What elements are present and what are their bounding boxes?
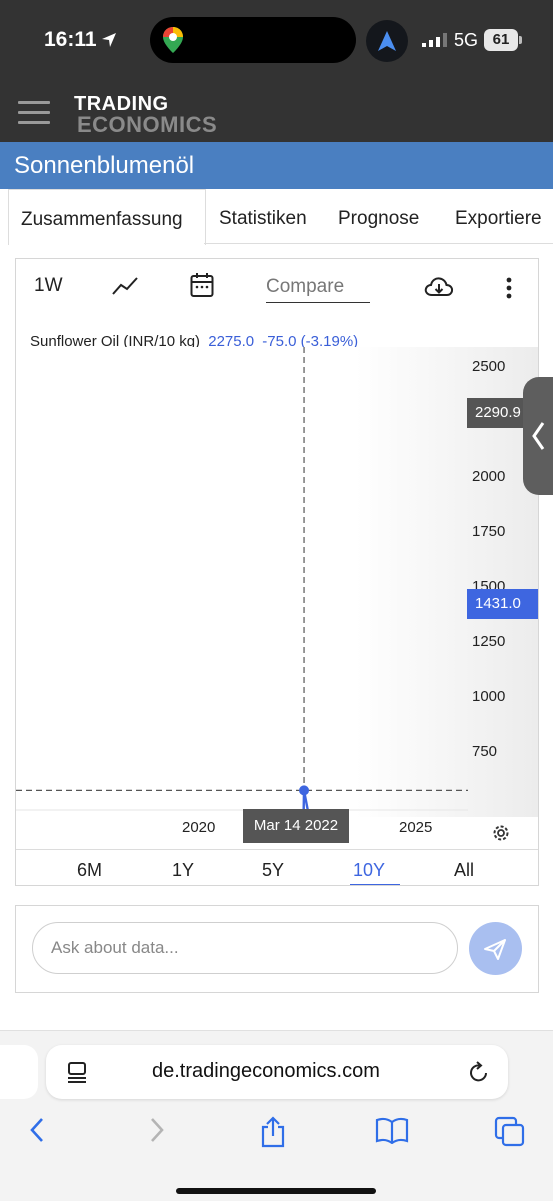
battery-icon: 61 <box>484 29 518 51</box>
crosshair-date-label: Mar 14 2022 <box>243 809 349 843</box>
url-text: de.tradingeconomics.com <box>152 1060 380 1082</box>
y-tick-750: 750 <box>472 743 498 760</box>
logo-economics[interactable]: ECONOMICS <box>77 112 218 137</box>
y-tick-1000: 1000 <box>472 688 506 705</box>
signal-icon <box>422 33 447 47</box>
page-title: Sonnenblumenöl <box>14 152 195 179</box>
tab-statistiken[interactable]: Statistiken <box>219 208 307 229</box>
tabs-icon[interactable] <box>494 1116 526 1148</box>
ask-input[interactable]: Ask about data... <box>32 922 458 974</box>
series-name: Sunflower Oil (INR/10 kg) <box>30 333 201 350</box>
more-options-icon[interactable] <box>506 277 512 299</box>
reload-icon[interactable] <box>468 1060 490 1084</box>
clock: 16:11 <box>44 28 97 51</box>
tabs-divider <box>204 243 553 244</box>
previous-tab-preview[interactable] <box>0 1045 38 1099</box>
menu-icon[interactable] <box>18 101 50 125</box>
side-panel-handle[interactable] <box>523 377 553 495</box>
tab-zusammenfassung[interactable]: Zusammenfassung <box>8 189 206 245</box>
ask-panel: Ask about data... <box>15 905 539 993</box>
crosshair-marker <box>299 785 310 796</box>
range-active-underline <box>350 884 400 885</box>
chevron-left-icon <box>532 422 545 450</box>
title-bar: Sonnenblumenöl <box>0 142 553 189</box>
x-tick-2020: 2020 <box>182 819 216 836</box>
chart-legend: Sunflower Oil (INR/10 kg) 2275.0 -75.0 (… <box>30 333 358 350</box>
maps-pin-icon <box>163 27 183 53</box>
y-tick-1250: 1250 <box>472 633 506 650</box>
tab-exportiere[interactable]: Exportiere <box>455 208 542 229</box>
y-tick-2500: 2500 <box>472 358 506 375</box>
app-header: TRADING ECONOMICS <box>0 80 553 142</box>
address-bar[interactable]: de.tradingeconomics.com <box>46 1045 508 1099</box>
range-selector: 6M 1Y 5Y 10Y All <box>16 849 538 885</box>
x-tick-2025: 2025 <box>399 819 433 836</box>
range-6m[interactable]: 6M <box>77 860 103 880</box>
send-icon <box>484 939 506 960</box>
download-icon[interactable] <box>424 275 454 299</box>
network-type: 5G <box>454 30 479 50</box>
forward-icon[interactable] <box>148 1116 166 1144</box>
compare-input[interactable]: Compare <box>266 276 370 303</box>
navigation-indicator <box>366 20 408 62</box>
line-chart-icon[interactable] <box>112 276 138 296</box>
range-all[interactable]: All <box>454 860 475 880</box>
share-icon[interactable] <box>259 1116 287 1148</box>
tab-prognose[interactable]: Prognose <box>338 208 420 229</box>
series-value: 2275.0 <box>208 333 255 350</box>
y-tick-1750: 1750 <box>472 523 506 540</box>
chart-card: 1W Compare Sunflower Oil (INR/10 kg) 227… <box>15 258 539 886</box>
battery-tip <box>519 36 522 44</box>
bookmarks-icon[interactable] <box>375 1116 409 1144</box>
range-1y[interactable]: 1Y <box>172 860 195 880</box>
calendar-icon[interactable] <box>190 272 214 298</box>
status-bar: 16:11 5G 61 <box>0 0 553 80</box>
settings-gear-icon[interactable] <box>491 823 511 843</box>
range-5y[interactable]: 5Y <box>262 860 285 880</box>
chart-background <box>16 347 538 817</box>
range-10y[interactable]: 10Y <box>353 860 386 880</box>
y-tick-2000: 2000 <box>472 468 506 485</box>
tab-label: Zusammenfassung <box>21 209 183 230</box>
logo-trading[interactable]: TRADING <box>74 93 169 115</box>
series-change: -75.0 (-3.19%) <box>262 333 359 350</box>
home-indicator <box>176 1188 376 1194</box>
back-icon[interactable] <box>28 1116 46 1144</box>
page-menu-icon[interactable] <box>66 1061 88 1083</box>
send-button[interactable] <box>469 922 522 975</box>
last-price-label: 1431.0 <box>467 589 538 619</box>
tab-bar: Zusammenfassung Statistiken Prognose Exp… <box>0 189 553 245</box>
location-arrow-icon <box>102 33 116 47</box>
period-selector[interactable]: 1W <box>34 275 63 296</box>
crosshair <box>16 347 468 810</box>
navigation-arrow-icon <box>378 31 396 51</box>
price-chart[interactable] <box>16 347 538 817</box>
dynamic-island <box>150 17 356 63</box>
browser-toolbar: de.tradingeconomics.com <box>0 1030 553 1201</box>
